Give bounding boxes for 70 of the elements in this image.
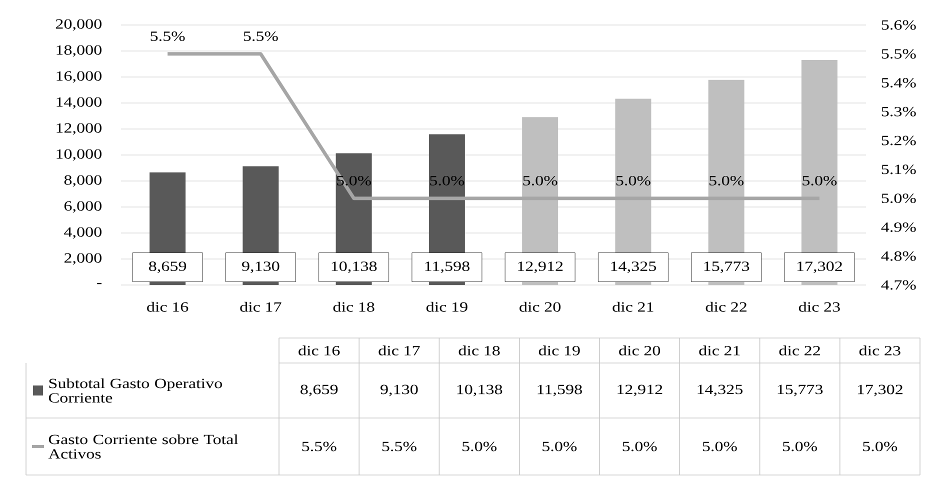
- category-label: dic 18: [458, 346, 500, 356]
- text: 17,302: [858, 384, 902, 396]
- legend-label: Subtotal Gasto Operativo Corriente: [48, 378, 222, 403]
- category-label: dic 21: [699, 346, 740, 356]
- y-tick-label: 4,000: [64, 227, 102, 239]
- text: 8,659: [300, 384, 338, 396]
- x-tick-label: dic 16: [147, 302, 188, 312]
- y-tick-label: 10,000: [56, 149, 102, 161]
- text: 5.0%: [702, 442, 737, 452]
- y2-tick-label: 5.2%: [882, 136, 916, 146]
- category-label: dic 16: [298, 346, 340, 356]
- text: 5.5%: [302, 442, 336, 452]
- y2-tick-label: 5.0%: [882, 194, 916, 204]
- data-label: 5.0%: [616, 176, 650, 186]
- category-label: dic 23: [859, 346, 900, 356]
- data-label: 14,325: [611, 262, 656, 273]
- y2-tick-label: 4.9%: [881, 222, 916, 232]
- x-tick-label: dic 22: [706, 302, 746, 312]
- text: 5.0%: [622, 442, 657, 452]
- x-tick-label: dic 21: [612, 302, 654, 312]
- y2-tick-label: 5.3%: [882, 106, 916, 116]
- text: 5.0%: [542, 442, 577, 452]
- data-label: 5.0%: [430, 176, 464, 186]
- y-tick-label: 16,000: [56, 71, 102, 83]
- data-label: 17,302: [797, 262, 842, 274]
- y-tick-label: -: [97, 283, 102, 284]
- x-tick-label: dic 19: [426, 302, 468, 312]
- data-label: 10,138: [332, 262, 377, 274]
- category-label: dic 19: [538, 346, 580, 356]
- y2-tick-label: 5.4%: [882, 78, 916, 88]
- category-label: dic 20: [619, 346, 660, 356]
- y-tick-label: 2,000: [64, 253, 102, 265]
- data-label: 5.5%: [150, 32, 185, 42]
- y-tick-label: 6,000: [64, 201, 102, 213]
- y-tick-label: 8,000: [64, 175, 102, 187]
- text: 5.0%: [462, 442, 497, 452]
- text: 5.0%: [783, 442, 818, 452]
- data-label: 5.0%: [802, 176, 837, 186]
- data-label: 12,912: [518, 262, 563, 273]
- y2-tick-label: 5.5%: [882, 49, 916, 59]
- y-tick-label: 14,000: [56, 97, 102, 109]
- x-tick-label: dic 20: [520, 302, 561, 312]
- data-label: 9,130: [242, 262, 280, 274]
- y2-tick-label: 5.6%: [882, 20, 916, 30]
- x-tick-label: dic 23: [798, 302, 840, 312]
- text: 14,325: [698, 384, 743, 396]
- text: 12,912: [618, 384, 662, 396]
- y-tick-label: 12,000: [56, 123, 102, 135]
- x-tick-label: dic 18: [333, 302, 374, 312]
- data-label: 5.5%: [244, 32, 278, 42]
- legend-label: Gasto Corriente sobre Total Activos: [48, 434, 238, 459]
- data-label: 5.0%: [710, 176, 744, 186]
- category-label: dic 22: [779, 346, 820, 356]
- y2-tick-label: 4.7%: [881, 280, 916, 290]
- y2-tick-label: 4.8%: [881, 251, 916, 261]
- text: 5.0%: [863, 442, 898, 452]
- category-label: dic 17: [378, 346, 420, 356]
- data-label: 11,598: [425, 262, 470, 274]
- y2-tick-label: 5.1%: [882, 164, 916, 174]
- text: 15,773: [778, 384, 823, 396]
- data-label: 5.0%: [523, 176, 558, 186]
- text: 9,130: [380, 384, 418, 396]
- text: 11,598: [538, 384, 582, 396]
- text: 5.5%: [382, 442, 416, 452]
- y-tick-label: 18,000: [56, 45, 102, 57]
- text: 10,138: [457, 384, 502, 396]
- data-label: 15,773: [704, 262, 750, 273]
- x-tick-label: dic 17: [240, 302, 282, 312]
- y-tick-label: 20,000: [56, 19, 102, 31]
- data-label: 8,659: [149, 262, 186, 274]
